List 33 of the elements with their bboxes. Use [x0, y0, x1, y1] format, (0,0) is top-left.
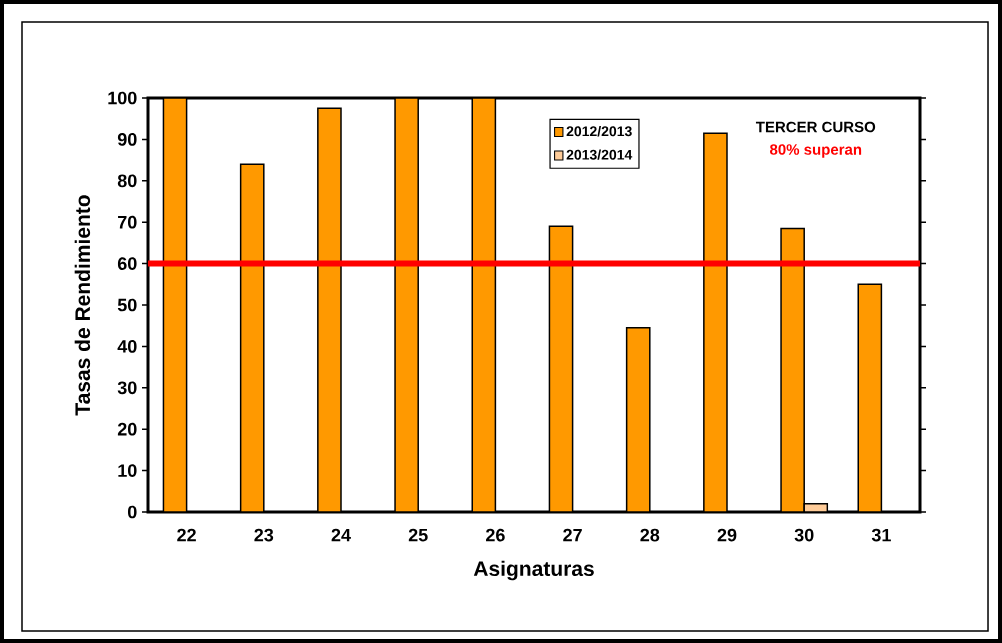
annotation: 80% superan	[770, 144, 862, 158]
bar	[548, 225, 574, 512]
y-tick-label: 70	[118, 215, 137, 229]
bar	[162, 98, 188, 512]
x-axis-title: Asignaturas	[473, 560, 594, 581]
x-tick-label: 26	[486, 528, 505, 542]
x-tick-label: 28	[640, 528, 660, 542]
annotation: TERCER CURSO	[755, 121, 876, 133]
bar	[239, 163, 265, 512]
legend-label: 2013/2014	[566, 149, 633, 160]
bar	[471, 98, 497, 512]
x-tick-label: 27	[563, 528, 582, 542]
x-tick-label: 23	[254, 528, 274, 542]
y-axis-title: Tasas de Rendimiento	[74, 195, 91, 416]
x-tick-label: 24	[331, 528, 351, 542]
bar	[857, 283, 883, 512]
y-tick-label: 50	[117, 298, 137, 312]
bar	[625, 327, 651, 512]
y-tick-label: 30	[117, 381, 137, 395]
x-tick-label: 31	[871, 528, 891, 542]
x-tick-label: 30	[794, 528, 814, 542]
y-tick-label: 90	[117, 133, 137, 146]
y-tick-label: 20	[117, 422, 137, 436]
y-tick-label: 40	[117, 340, 137, 353]
y-tick-label: 80	[117, 174, 137, 188]
x-tick-label: 25	[408, 528, 428, 542]
y-tick-label: 100	[108, 91, 137, 105]
y-tick-label: 60	[117, 257, 137, 270]
x-tick-label: 29	[717, 528, 737, 542]
y-tick-label: 10	[118, 464, 137, 477]
legend-label: 2012/2013	[566, 125, 632, 137]
x-tick-label: 22	[177, 528, 196, 542]
y-tick-label: 0	[127, 505, 137, 519]
